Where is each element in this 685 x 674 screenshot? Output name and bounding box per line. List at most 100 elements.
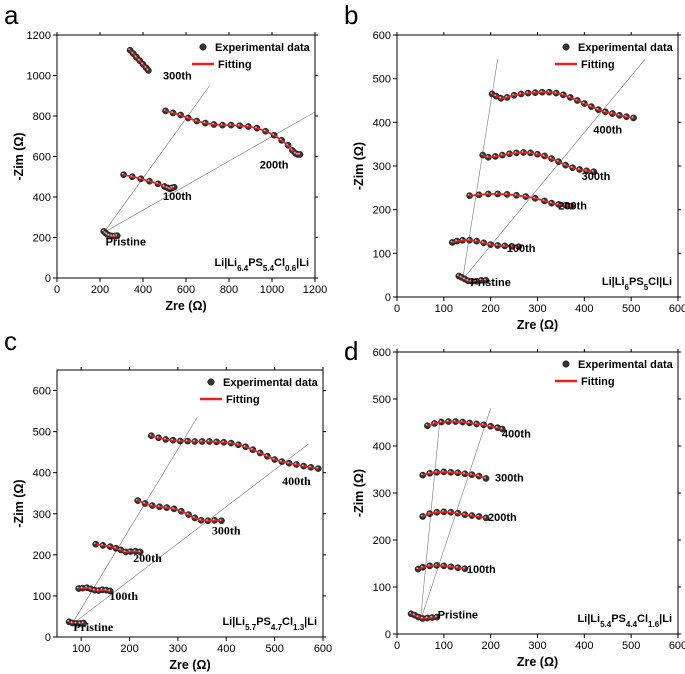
data-point-highlight (561, 93, 564, 95)
series-annotation: 300th (495, 472, 524, 484)
data-point-highlight (92, 588, 95, 591)
data-point-highlight (219, 518, 222, 521)
series-annotation: 300th (582, 171, 611, 183)
series-300th (419, 468, 490, 482)
series-annotation: Pristine (106, 237, 146, 249)
data-point-highlight (542, 154, 545, 156)
x-tick-label: 100 (72, 643, 90, 655)
data-point-highlight (163, 109, 166, 111)
data-point-highlight (162, 184, 165, 187)
data-point-highlight (170, 186, 173, 188)
y-tick-label: 0 (45, 632, 51, 644)
fitting-curve (165, 110, 300, 156)
series-annotation: 400th (502, 429, 531, 441)
data-point-highlight (582, 101, 585, 104)
data-point-highlight (80, 586, 83, 589)
data-point-highlight (420, 473, 423, 476)
data-point-highlight (477, 474, 479, 477)
y-tick-label: 0 (45, 273, 51, 285)
y-tick-label: 300 (373, 488, 391, 500)
series-100th (448, 236, 523, 251)
data-point-highlight (128, 549, 131, 552)
data-point-highlight (293, 151, 296, 154)
data-point-highlight (568, 95, 571, 98)
fitting-curve (427, 420, 503, 430)
data-point-highlight (186, 116, 189, 119)
y-tick-label: 600 (373, 30, 391, 42)
data-point-highlight (93, 542, 96, 545)
plot-area (100, 46, 315, 240)
data-point-highlight (105, 232, 108, 235)
data-point-highlight (164, 505, 167, 508)
legend: Experimental data Fitting (192, 42, 311, 71)
series-200th (466, 190, 575, 210)
data-point-highlight (435, 563, 437, 566)
x-axis-title: Zre (Ω) (517, 655, 558, 669)
data-point-highlight (298, 152, 300, 155)
data-point-highlight (110, 234, 113, 237)
legend-marker-experimental (562, 360, 570, 368)
data-point-highlight (563, 203, 566, 206)
data-point-highlight (533, 90, 536, 93)
data-point-highlight (547, 90, 550, 93)
axis-ticks: 100 200 300 400 500 600 0 100 200 300 400 500 600 (33, 367, 332, 655)
data-point-highlight (427, 511, 430, 514)
series-300th (479, 149, 598, 176)
x-tick-label: 1200 (303, 284, 327, 296)
fitting-curve (469, 193, 572, 208)
data-point-highlight (512, 93, 515, 96)
data-point-highlight (178, 439, 181, 442)
data-point-highlight (463, 277, 465, 280)
legend: Experimental data Fitting (555, 42, 674, 71)
data-point-highlight (147, 179, 150, 182)
y-axis-title: -Zim (Ω) (12, 479, 26, 527)
svg-text:b: b (344, 0, 358, 30)
data-point-highlight (194, 119, 197, 122)
panel-d: 0 100 200 300 400 500 600 0 100 200 300 400 500 600 Zr… (352, 347, 685, 669)
data-point-highlight (157, 504, 160, 507)
data-point-highlight (456, 470, 458, 473)
data-point-highlight (495, 425, 498, 428)
data-point-highlight (495, 243, 498, 246)
data-point-highlight (156, 182, 159, 184)
series-400th (147, 432, 322, 472)
data-point-highlight (309, 465, 311, 468)
x-axis-title: Zre (Ω) (517, 318, 558, 332)
data-point-highlight (119, 548, 121, 550)
svg-text:a: a (4, 0, 19, 30)
data-point-highlight (135, 498, 138, 501)
data-point-highlight (200, 439, 203, 442)
data-point-highlight (542, 199, 545, 201)
series-annotation: 300th (163, 71, 192, 83)
fitting-curve (452, 239, 519, 248)
data-point-highlight (439, 420, 442, 423)
y-tick-label: 300 (373, 161, 391, 173)
panel-a-label: a (4, 0, 19, 30)
data-point-highlight (577, 167, 580, 170)
data-point-highlight (486, 192, 489, 194)
legend-marker-experimental (199, 43, 207, 51)
data-point-highlight (416, 567, 419, 570)
y-tick-label: 600 (33, 386, 51, 398)
legend: Experimental data Fitting (200, 377, 319, 406)
y-tick-label: 0 (385, 292, 391, 304)
series-100th (414, 562, 469, 573)
data-point-highlight (172, 185, 175, 188)
data-point-highlight (108, 589, 111, 591)
data-point-highlight (481, 423, 484, 425)
x-tick-label: 200 (120, 643, 138, 655)
fitting-curve (137, 499, 222, 522)
data-point-highlight (477, 193, 479, 195)
series-pristine (100, 228, 121, 240)
data-point-highlight (286, 143, 289, 146)
y-tick-label: 400 (33, 192, 51, 204)
data-point-highlight (212, 518, 215, 521)
fitting-curve (422, 510, 487, 519)
panel-c: 100 200 300 400 500 600 0 100 200 300 400 500 600 Zre… (12, 367, 332, 672)
plot-area (65, 417, 322, 627)
x-tick-label: 300 (528, 640, 546, 652)
x-tick-label: 200 (481, 303, 499, 315)
data-point-highlight (450, 240, 453, 243)
axis-ticks: 0 200 400 600 800 1000 1200 0 200 400 600 800 1000 12… (27, 30, 328, 296)
data-point-highlight (143, 501, 146, 504)
